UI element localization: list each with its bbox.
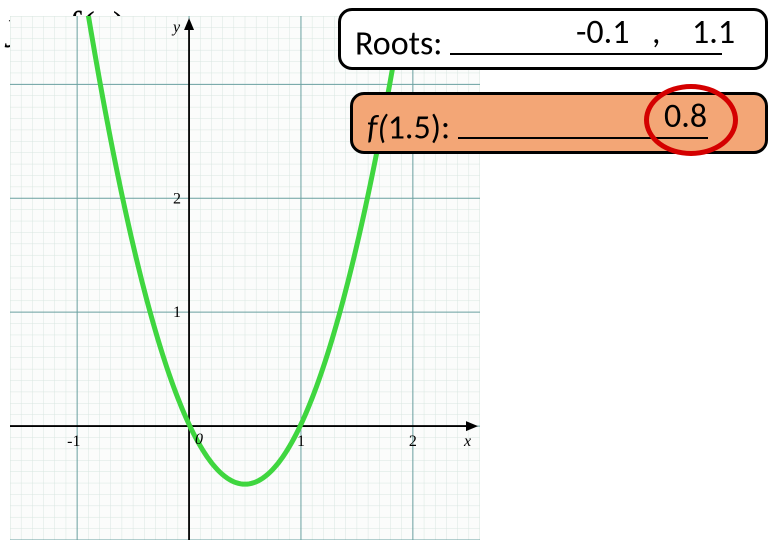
roots-value-1: -0.1 <box>576 12 629 53</box>
roots-separator: , <box>652 12 660 53</box>
svg-text:-1: -1 <box>67 433 80 450</box>
svg-text:2: 2 <box>409 433 417 450</box>
f15-label-f: f( <box>367 108 388 149</box>
circle-annotation-icon <box>644 84 738 156</box>
svg-text:1: 1 <box>297 433 305 450</box>
svg-text:x: x <box>463 433 471 450</box>
svg-text:y: y <box>171 19 181 36</box>
svg-text:0: 0 <box>195 431 203 448</box>
roots-label: Roots: <box>355 24 450 65</box>
svg-text:2: 2 <box>173 190 181 207</box>
f15-label-suffix: ): <box>431 108 458 149</box>
f15-label-arg: 1.5 <box>388 108 431 149</box>
roots-value-2: 1.1 <box>692 12 735 53</box>
svg-text:1: 1 <box>173 304 181 321</box>
